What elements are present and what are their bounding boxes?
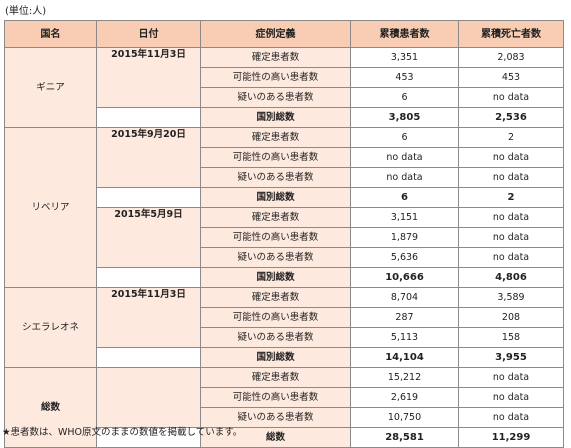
- date-overall-empty: [96, 367, 201, 428]
- deaths-cell: no data: [458, 227, 564, 248]
- cases-cell: 2,619: [350, 387, 459, 408]
- definition-cell: 疑いのある患者数: [200, 247, 351, 268]
- total-deaths: 11,299: [458, 427, 564, 448]
- country-overall: 総数: [4, 367, 97, 448]
- cases-cell: 10,750: [350, 407, 459, 428]
- total-deaths: 2: [458, 187, 564, 208]
- country-guinea: ギニア: [4, 47, 97, 128]
- table-row: 可能性の高い患者数 no data no data: [5, 147, 564, 168]
- deaths-cell: no data: [458, 207, 564, 228]
- ebola-case-table: 国名 日付 症例定義 累積患者数 累積死亡者数 ギニア 2015年11月3日 確…: [4, 20, 564, 448]
- definition-cell: 確定患者数: [200, 287, 351, 308]
- total-label: 国別総数: [200, 347, 351, 368]
- total-cases: 6: [350, 187, 459, 208]
- cases-cell: 5,113: [350, 327, 459, 348]
- deaths-cell: no data: [458, 167, 564, 188]
- table-row: 可能性の高い患者数 287 208: [5, 307, 564, 328]
- deaths-cell: 158: [458, 327, 564, 348]
- table-row: 疑いのある患者数 5,113 158: [5, 327, 564, 348]
- deaths-cell: no data: [458, 407, 564, 428]
- definition-cell: 可能性の高い患者数: [200, 227, 351, 248]
- definition-cell: 可能性の高い患者数: [200, 67, 351, 88]
- definition-cell: 確定患者数: [200, 127, 351, 148]
- definition-cell: 可能性の高い患者数: [200, 147, 351, 168]
- deaths-cell: no data: [458, 147, 564, 168]
- total-cases: 3,805: [350, 107, 459, 128]
- date-sierra-leone: 2015年11月3日: [96, 287, 201, 348]
- cases-cell: 3,151: [350, 207, 459, 228]
- total-label: 国別総数: [200, 187, 351, 208]
- total-label: 国別総数: [200, 107, 351, 128]
- header-deaths: 累積死亡者数: [458, 20, 564, 48]
- date-guinea: 2015年11月3日: [96, 47, 201, 108]
- empty-date-cell: [96, 107, 201, 128]
- table-row: 可能性の高い患者数 2,619 no data: [5, 387, 564, 408]
- deaths-cell: 2: [458, 127, 564, 148]
- table-row: 可能性の高い患者数 1,879 no data: [5, 227, 564, 248]
- table-row: ギニア 2015年11月3日 確定患者数 3,351 2,083: [4, 47, 564, 128]
- deaths-cell: no data: [458, 247, 564, 268]
- definition-cell: 可能性の高い患者数: [200, 307, 351, 328]
- cases-cell: 8,704: [350, 287, 459, 308]
- cases-cell: 5,636: [350, 247, 459, 268]
- table-row: 疑いのある患者数 5,636 no data: [5, 247, 564, 268]
- total-cases: 14,104: [350, 347, 459, 368]
- cases-cell: 15,212: [350, 367, 459, 388]
- deaths-cell: 2,083: [458, 47, 564, 68]
- deaths-cell: 208: [458, 307, 564, 328]
- definition-cell: 疑いのある患者数: [200, 167, 351, 188]
- date-liberia-sep: 2015年9月20日: [96, 127, 201, 188]
- table-total-row: 国別総数 3,805 2,536: [5, 107, 564, 128]
- table-row: リベリア 2015年9月20日 確定患者数 6 2: [4, 127, 564, 288]
- empty-date-cell: [96, 187, 201, 208]
- footnote: ★患者数は、WHO原文のままの数値を掲載しています。: [2, 427, 243, 438]
- definition-cell: 確定患者数: [200, 47, 351, 68]
- total-cases: 10,666: [350, 267, 459, 288]
- total-deaths: 2,536: [458, 107, 564, 128]
- header-date: 日付: [96, 20, 201, 48]
- cases-cell: 453: [350, 67, 459, 88]
- header-cases: 累積患者数: [350, 20, 459, 48]
- header-country: 国名: [4, 20, 97, 48]
- date-liberia-may: 2015年5月9日: [96, 207, 201, 268]
- total-cases: 28,581: [350, 427, 459, 448]
- total-deaths: 3,955: [458, 347, 564, 368]
- unit-note: (単位:人): [5, 6, 47, 17]
- cases-cell: 6: [350, 127, 459, 148]
- table-total-row: 国別総数 6 2: [5, 187, 564, 208]
- empty-date-cell: [96, 267, 201, 288]
- definition-cell: 確定患者数: [200, 207, 351, 228]
- cases-cell: 6: [350, 87, 459, 108]
- total-deaths: 4,806: [458, 267, 564, 288]
- definition-cell: 疑いのある患者数: [200, 407, 351, 428]
- deaths-cell: 3,589: [458, 287, 564, 308]
- cases-cell: 1,879: [350, 227, 459, 248]
- definition-cell: 可能性の高い患者数: [200, 387, 351, 408]
- table-row: シエラレオネ 2015年11月3日 確定患者数 8,704 3,589: [4, 287, 564, 368]
- deaths-cell: 453: [458, 67, 564, 88]
- cases-cell: no data: [350, 147, 459, 168]
- definition-cell: 疑いのある患者数: [200, 327, 351, 348]
- country-liberia: リベリア: [4, 127, 97, 288]
- cases-cell: 3,351: [350, 47, 459, 68]
- definition-cell: 疑いのある患者数: [200, 87, 351, 108]
- table-total-row: 国別総数 10,666 4,806: [5, 267, 564, 288]
- table-row: 総数 確定患者数 15,212 no data: [4, 367, 564, 448]
- definition-cell: 確定患者数: [200, 367, 351, 388]
- deaths-cell: no data: [458, 87, 564, 108]
- table-row: 疑いのある患者数 no data no data: [5, 167, 564, 188]
- total-label: 国別総数: [200, 267, 351, 288]
- cases-cell: no data: [350, 167, 459, 188]
- header-definition: 症例定義: [200, 20, 351, 48]
- table-total-row: 国別総数 14,104 3,955: [5, 347, 564, 368]
- country-sierra-leone: シエラレオネ: [4, 287, 97, 368]
- empty-date-cell: [96, 347, 201, 368]
- table-row: 疑いのある患者数 10,750 no data: [5, 407, 564, 428]
- deaths-cell: no data: [458, 367, 564, 388]
- header-row: 国名 日付 症例定義 累積患者数 累積死亡者数: [4, 20, 564, 48]
- cases-cell: 287: [350, 307, 459, 328]
- deaths-cell: no data: [458, 387, 564, 408]
